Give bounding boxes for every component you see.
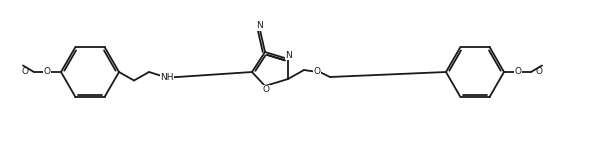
Text: O: O [263,85,269,94]
Text: O: O [314,68,321,76]
Text: N: N [256,21,263,30]
Text: O: O [43,68,50,76]
Text: O: O [536,67,543,76]
Text: N: N [286,51,292,60]
Text: NH: NH [160,73,174,83]
Text: O: O [514,68,522,76]
Text: O: O [22,67,29,76]
